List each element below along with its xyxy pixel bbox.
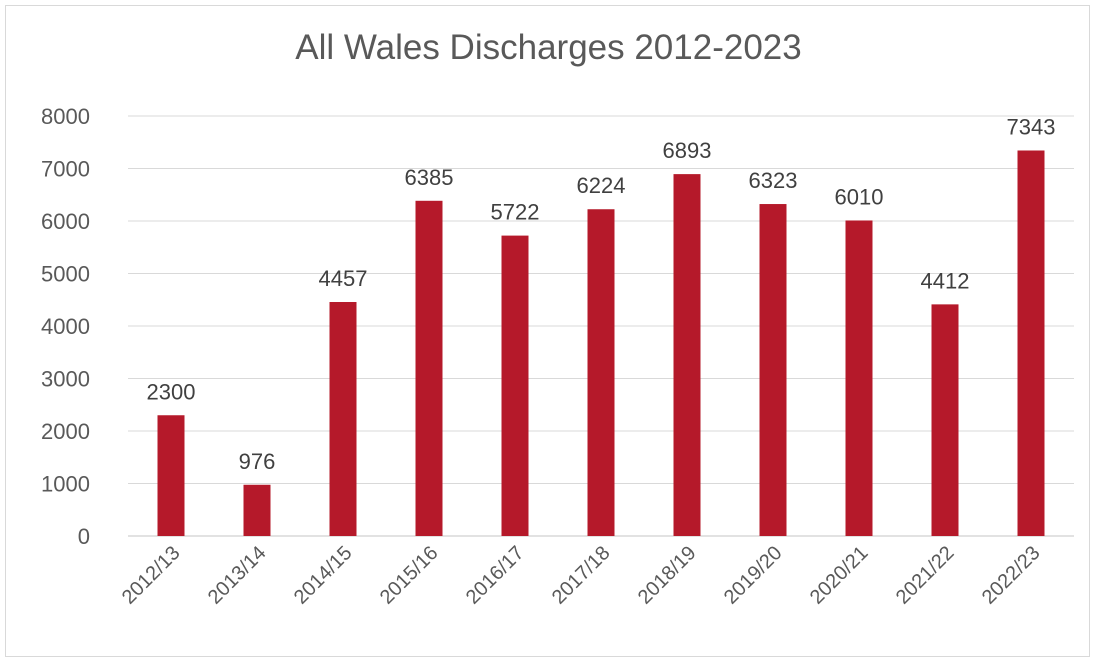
data-label: 976: [239, 449, 276, 474]
y-tick-label: 1000: [41, 472, 90, 497]
bar: [587, 209, 615, 537]
bar: [157, 415, 185, 536]
bar: [673, 174, 701, 536]
bar: [501, 235, 529, 536]
y-tick-label: 4000: [41, 314, 90, 339]
x-tick-label: 2022/23: [978, 542, 1045, 609]
bar: [329, 302, 357, 536]
x-tick-label: 2021/22: [892, 542, 959, 609]
x-tick-label: 2012/13: [118, 542, 185, 609]
chart-title: All Wales Discharges 2012-2023: [295, 28, 802, 67]
bar: [415, 200, 443, 536]
x-tick-label: 2016/17: [462, 542, 529, 609]
bar: [759, 204, 787, 537]
x-tick-label: 2019/20: [720, 542, 787, 609]
x-tick-label: 2015/16: [376, 542, 443, 609]
data-label: 7343: [1007, 114, 1056, 139]
x-tick-label: 2017/18: [548, 542, 615, 609]
data-label: 6010: [835, 184, 884, 209]
y-tick-label: 5000: [41, 262, 90, 287]
data-label: 4457: [319, 266, 368, 291]
x-tick-label: 2014/15: [290, 542, 357, 609]
x-tick-label: 2018/19: [634, 542, 701, 609]
data-label: 4412: [921, 268, 970, 293]
bar: [243, 484, 271, 536]
data-label: 2300: [147, 379, 196, 404]
y-tick-label: 7000: [41, 157, 90, 182]
bar: [845, 220, 873, 536]
y-tick-label: 8000: [41, 104, 90, 129]
y-tick-label: 6000: [41, 209, 90, 234]
data-label: 6893: [663, 138, 712, 163]
y-tick-label: 0: [78, 524, 90, 549]
y-tick-label: 2000: [41, 419, 90, 444]
chart-frame: [5, 5, 1090, 657]
x-tick-label: 2020/21: [806, 542, 873, 609]
data-label: 6323: [749, 168, 798, 193]
data-label: 5722: [491, 200, 540, 225]
data-label: 6224: [577, 173, 626, 198]
x-tick-label: 2013/14: [204, 542, 271, 609]
bar: [931, 304, 959, 536]
data-label: 6385: [405, 165, 454, 190]
bar: [1017, 150, 1045, 536]
y-tick-label: 3000: [41, 367, 90, 392]
